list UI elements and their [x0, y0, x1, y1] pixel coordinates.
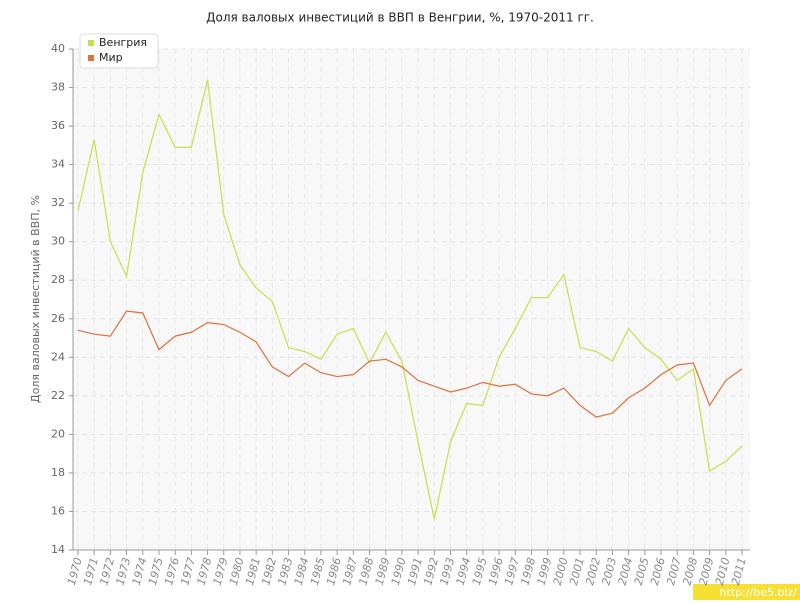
y-tick-label: 20 [51, 427, 65, 440]
y-tick-label: 40 [51, 42, 65, 55]
y-tick-label: 14 [51, 543, 65, 556]
legend-box [79, 33, 159, 69]
series-line [77, 310, 743, 418]
watermark-box [693, 584, 800, 600]
y-tick-label: 16 [51, 504, 65, 517]
y-tick-label: 26 [51, 312, 65, 325]
watermark: http://be5.biz/ [720, 586, 798, 599]
y-tick-label: 32 [51, 196, 65, 209]
y-tick-label: 22 [51, 389, 65, 402]
series-line [77, 79, 743, 520]
y-tick-label: 28 [51, 273, 65, 286]
y-tick-label: 38 [51, 81, 65, 94]
plot-area [73, 49, 750, 550]
legend-swatch [88, 40, 94, 46]
y-tick-label: 24 [51, 350, 65, 363]
y-tick-label: 34 [51, 158, 65, 171]
legend-label: Венгрия [99, 36, 147, 49]
y-tick-label: 18 [51, 466, 65, 479]
legend-label: Мир [99, 51, 123, 64]
legend-swatch [88, 55, 94, 61]
chart-title: Доля валовых инвестиций в ВВП в Венгрии,… [206, 11, 594, 25]
y-axis-label: Доля валовых инвестиций в ВВП, % [29, 195, 42, 403]
y-tick-label: 36 [51, 119, 65, 132]
y-tick-label: 30 [51, 235, 65, 248]
